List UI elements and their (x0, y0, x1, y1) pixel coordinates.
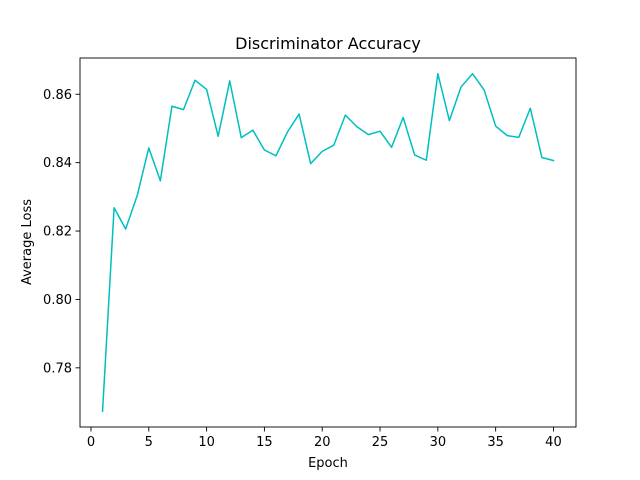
x-tick-label: 0 (87, 435, 95, 450)
series-line (101, 72, 555, 413)
plot-frame (79, 57, 577, 428)
y-tick-label: 0.80 (43, 293, 72, 308)
y-axis-ticks: 0.78 0.80 0.82 0.84 0.86 (43, 88, 80, 376)
x-tick-label: 35 (487, 435, 504, 450)
y-tick-label: 0.86 (43, 88, 72, 103)
chart-title: Discriminator Accuracy (235, 34, 421, 53)
x-tick-label: 10 (198, 435, 215, 450)
y-tick-label: 0.84 (43, 156, 72, 171)
x-tick-label: 20 (314, 435, 331, 450)
y-tick-label: 0.78 (43, 361, 72, 376)
x-axis-ticks: 0 5 10 15 20 25 30 35 40 (87, 427, 562, 450)
x-tick-label: 5 (145, 435, 153, 450)
x-tick-label: 30 (430, 435, 447, 450)
x-tick-label: 40 (545, 435, 562, 450)
y-tick-label: 0.82 (43, 225, 72, 240)
y-axis-label: Average Loss (20, 199, 35, 285)
x-axis-label: Epoch (308, 456, 348, 471)
x-tick-label: 25 (372, 435, 389, 450)
x-tick-label: 15 (256, 435, 273, 450)
